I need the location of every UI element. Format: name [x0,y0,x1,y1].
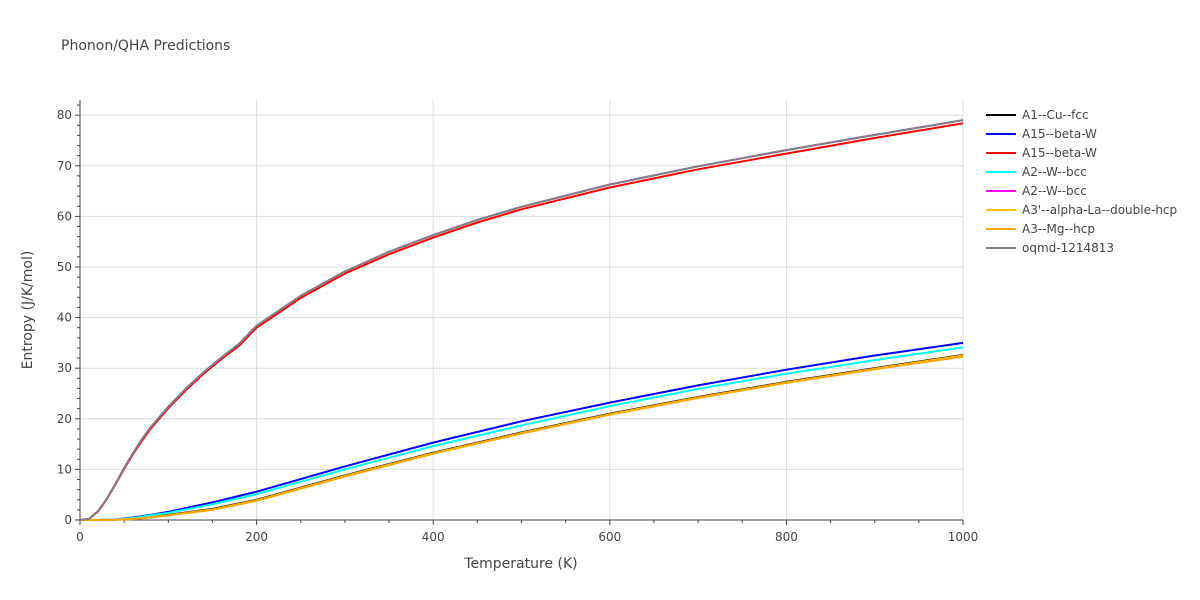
legend[interactable]: A1--Cu--fcc A15--beta-W A15--beta-W A2--W--… [986,108,1177,255]
legend-label: oqmd-1214813 [1022,241,1114,255]
x-tick-label: 0 [76,530,84,544]
series-line-0 [80,354,964,521]
legend-item-5[interactable]: A3'--alpha-La--double-hcp [986,203,1177,217]
chart-title: Phonon/QHA Predictions [61,38,230,54]
legend-item-3[interactable]: A2--W--bcc [986,165,1087,179]
y-tick-label: 40 [57,311,72,325]
legend-item-0[interactable]: A1--Cu--fcc [986,108,1089,122]
axes: 0 200 400 600 800 1000 0 10 20 30 40 50 60 70 80 [57,100,979,544]
y-tick-label: 80 [57,108,72,122]
series-line-1 [80,341,964,521]
y-tick-label: 10 [57,462,72,476]
series-line-5 [80,354,964,521]
series-line-2 [79,122,964,521]
y-tick-label: 0 [64,513,72,527]
series-line-7 [79,119,964,521]
legend-label: A3'--alpha-La--double-hcp [1022,203,1177,217]
legend-item-6[interactable]: A3--Mg--hcp [986,222,1095,236]
x-axis-title: Temperature (K) [463,556,577,572]
legend-label: A1--Cu--fcc [1022,108,1089,122]
x-tick-label: 200 [245,530,268,544]
plot-area [79,119,964,521]
series-line-4 [79,119,964,521]
legend-item-4[interactable]: A2--W--bcc [986,184,1087,198]
legend-label: A15--beta-W [1022,127,1097,141]
legend-item-7[interactable]: oqmd-1214813 [986,241,1114,255]
y-tick-label: 20 [57,412,72,426]
y-tick-label: 60 [57,209,72,223]
series-line-6 [80,355,964,521]
legend-label: A2--W--bcc [1022,165,1087,179]
y-tick-label: 70 [57,159,72,173]
x-tick-label: 600 [598,530,621,544]
x-tick-label: 1000 [948,530,979,544]
legend-label: A3--Mg--hcp [1022,222,1095,236]
y-axis-title: Entropy (J/K/mol) [20,251,36,370]
y-tick-label: 50 [57,260,72,274]
x-tick-label: 400 [422,530,445,544]
legend-item-1[interactable]: A15--beta-W [986,127,1097,141]
x-tick-label: 800 [775,530,798,544]
grid [80,100,964,520]
legend-item-2[interactable]: A15--beta-W [986,146,1097,160]
y-tick-label: 30 [57,361,72,375]
legend-label: A2--W--bcc [1022,184,1087,198]
legend-label: A15--beta-W [1022,146,1097,160]
